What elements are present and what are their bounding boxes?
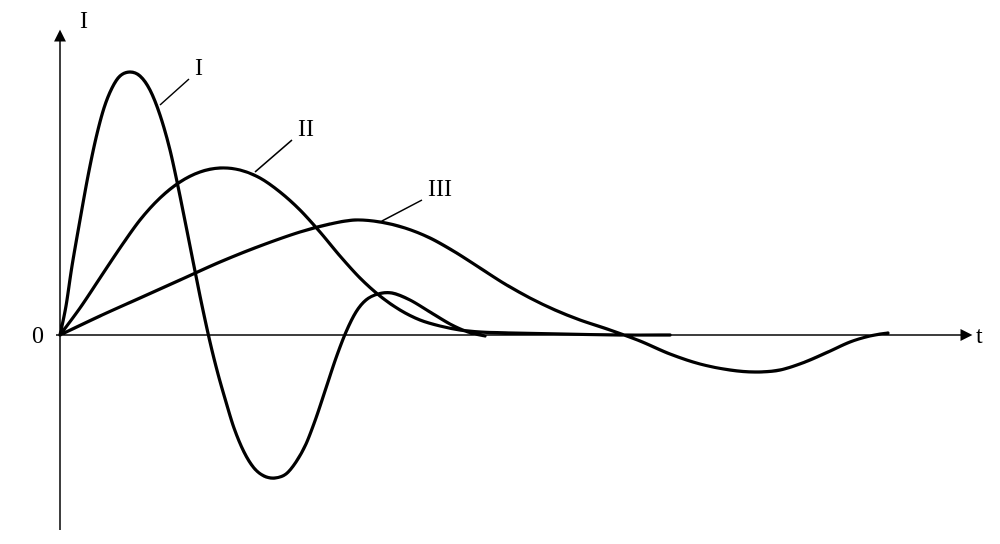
curve-i [60, 72, 485, 478]
curve-ii-label: II [298, 116, 314, 142]
y-axis-label: I [80, 8, 88, 34]
curve-iii [60, 220, 888, 372]
x-axis-label: t [976, 323, 983, 349]
origin-label: 0 [32, 323, 44, 349]
leader-ii [255, 140, 292, 172]
curve-ii [60, 168, 670, 335]
curve-i-label: I [195, 55, 203, 81]
curve-iii-label: III [428, 176, 452, 202]
leader-iii [380, 200, 422, 222]
leader-i [160, 79, 189, 105]
